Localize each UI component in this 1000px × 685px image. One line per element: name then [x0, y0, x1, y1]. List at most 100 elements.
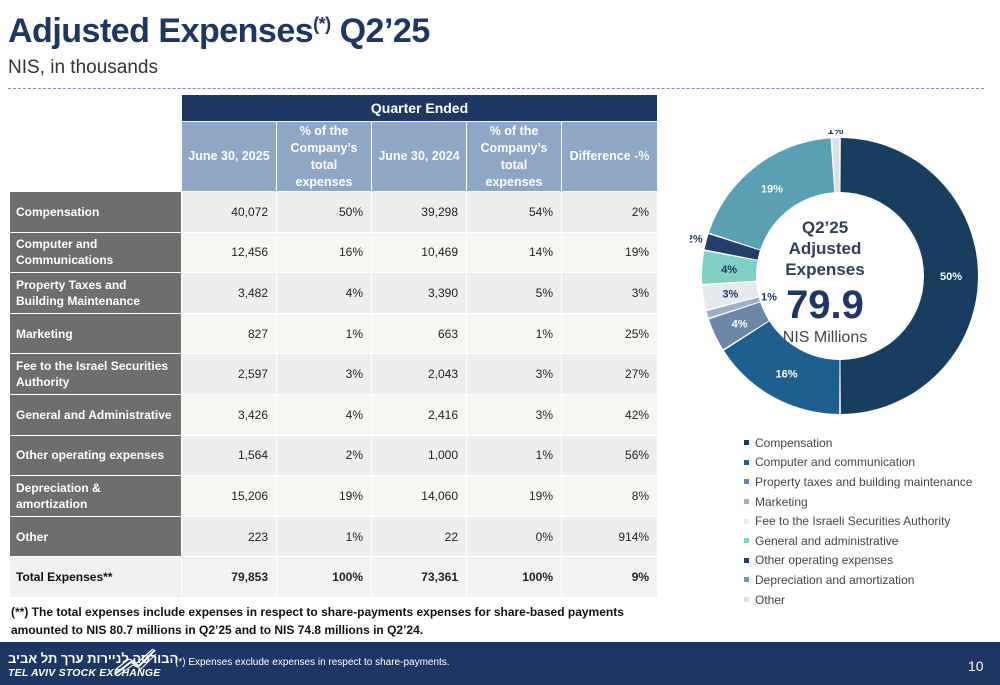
legend-item: Compensation	[744, 433, 972, 453]
title-period: Q2’25	[330, 12, 431, 50]
title-footnote-mark: (*)	[313, 14, 331, 34]
table-cell: 10,469	[371, 231, 467, 274]
table-row: Property Taxes and Building Maintenance 3…	[9, 272, 659, 314]
legend-item: Other operating expenses	[744, 551, 972, 571]
table-cell: 3%	[466, 353, 562, 395]
page-number: 10	[968, 658, 984, 674]
row-label: Depreciation & amortization	[9, 475, 182, 517]
table-row: Compensation 40,072 50% 39,298 54% 2%	[9, 191, 659, 233]
table-cell: 19%	[466, 475, 562, 517]
table-cell: 1%	[466, 434, 562, 477]
legend-item: Computer and communication	[744, 453, 972, 473]
table-cell: 663	[371, 312, 467, 355]
table-cell: 223	[181, 515, 277, 558]
legend-label: Other operating expenses	[755, 553, 894, 568]
total-expenses-footnote: (**) The total expenses include expenses…	[11, 605, 624, 637]
legend-swatch	[744, 479, 749, 485]
table-row: Computer and Communications 12,456 16% 10,4…	[9, 231, 659, 274]
donut-data-label: 1%	[761, 292, 777, 304]
donut-center-unit: NIS Millions	[782, 329, 868, 346]
page-title: Adjusted Expenses(*) Q2’25	[8, 12, 430, 51]
table-cell: 39,298	[371, 191, 467, 233]
table-cell: 3%	[560, 272, 659, 314]
table-row: Marketing 827 1% 663 1% 25%	[9, 312, 659, 355]
legend-swatch	[744, 597, 749, 603]
table-cell: 19%	[276, 475, 372, 517]
donut-center-label-2: Expenses	[785, 260, 865, 279]
table-cell: 22	[371, 515, 467, 558]
donut-data-label: 4%	[732, 318, 748, 330]
table-cell: 2,597	[181, 353, 277, 395]
row-label: Other operating expenses	[9, 434, 182, 477]
table-cell: 1%	[466, 312, 562, 355]
legend-item: Depreciation and amortization	[744, 570, 972, 590]
table-cell: 50%	[276, 191, 372, 233]
table-cell: 3,482	[181, 272, 277, 314]
table-cell: 100%	[466, 556, 562, 598]
table-row: Other 223 1% 22 0% 914%	[9, 515, 659, 558]
donut-center-text: Q2’25 Adjusted Expenses 79.9 NIS Million…	[760, 217, 890, 348]
table-cell: 914%	[560, 515, 659, 558]
table-corner	[10, 122, 182, 192]
donut-slice	[702, 250, 758, 284]
footer-bar	[0, 642, 1000, 685]
table-row: Fee to the Israel Securities Authority 2,…	[9, 353, 659, 395]
legend-swatch	[744, 577, 749, 583]
chart-legend: Compensation Computer and communication Pr…	[744, 433, 972, 609]
column-header: % of the Company’s total expenses	[466, 121, 562, 192]
legend-item: Marketing	[744, 492, 972, 512]
table-cell: 42%	[560, 393, 659, 436]
tase-logo-icon	[114, 648, 157, 677]
table-cell: 19%	[560, 231, 659, 274]
table-cell: 79,853	[181, 556, 277, 598]
row-label: Marketing	[9, 312, 182, 355]
table-cell: 5%	[466, 272, 562, 314]
table-cell: 2%	[560, 191, 659, 233]
legend-label: Fee to the Israeli Securities Authority	[755, 514, 951, 529]
donut-slice	[702, 281, 759, 310]
donut-slice	[840, 138, 979, 414]
donut-slice	[706, 297, 760, 318]
donut-data-label: 2%	[690, 234, 703, 246]
table-cell: 1,564	[181, 434, 277, 477]
quarter-ended-header: Quarter Ended	[180, 94, 659, 122]
column-header: June 30, 2024	[371, 121, 467, 192]
legend-swatch	[744, 459, 749, 465]
table-row: Depreciation & amortization 15,206 19% 14,0…	[9, 475, 659, 517]
donut-data-label: 1%	[827, 130, 843, 137]
table-cell: 3,390	[371, 272, 467, 314]
row-label: Fee to the Israel Securities Authority	[9, 353, 182, 395]
donut-data-label: 4%	[721, 264, 737, 276]
table-cell: 0%	[466, 515, 562, 558]
legend-swatch	[744, 440, 749, 446]
total-row: Total Expenses** 79,853 100% 73,361 100% 9%	[9, 556, 659, 598]
table-cell: 15,206	[181, 475, 277, 517]
row-label: Property Taxes and Building Maintenance	[9, 272, 182, 314]
row-label: General and Administrative	[9, 393, 182, 436]
table-cell: 4%	[276, 272, 372, 314]
title-main: Adjusted Expenses	[8, 12, 314, 50]
row-label: Computer and Communications	[9, 231, 182, 274]
table-cell: 4%	[276, 393, 372, 436]
donut-slice	[709, 302, 769, 350]
donut-slice	[723, 321, 840, 414]
legend-item: Property taxes and building maintenance	[744, 472, 972, 492]
table-cell: 3,426	[181, 393, 277, 436]
table-cell: 27%	[560, 353, 659, 395]
legend-swatch	[744, 499, 749, 505]
table-cell: 54%	[466, 191, 562, 233]
logo-english-text: TEL AVIV STOCK EXCHANGE	[8, 667, 161, 679]
legend-item: Other	[744, 590, 972, 610]
column-header: % of the Company’s total expenses	[276, 121, 372, 192]
table-cell: 73,361	[371, 556, 467, 598]
column-header: Difference -%	[560, 121, 659, 192]
legend-swatch	[744, 557, 749, 563]
adjusted-expenses-footnote: (*) Expenses exclude expenses in respect…	[175, 657, 450, 668]
row-label: Total Expenses**	[9, 556, 182, 598]
legend-label: Marketing	[755, 494, 808, 509]
expenses-donut-chart: 50% 16% 4% 1% 3% 4% 2% 19% 1%	[690, 130, 979, 414]
donut-data-label: 16%	[776, 368, 798, 380]
table-cell: 56%	[560, 434, 659, 477]
legend-label: Property taxes and building maintenance	[755, 474, 973, 489]
column-header: June 30, 2025	[181, 121, 277, 192]
